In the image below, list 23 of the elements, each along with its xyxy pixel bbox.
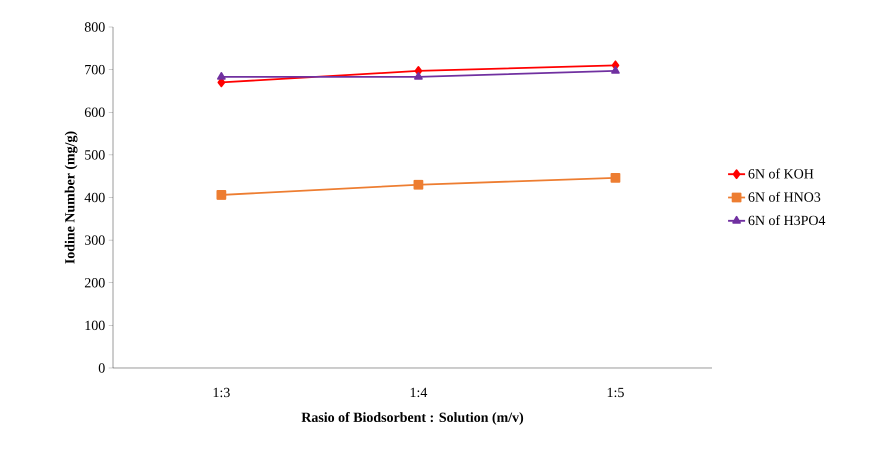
y-tick-label: 300 xyxy=(84,235,105,245)
y-tick-label: 500 xyxy=(85,150,105,160)
y-tick-label: 600 xyxy=(84,108,105,117)
point xyxy=(610,173,620,183)
point xyxy=(414,72,423,80)
point xyxy=(216,190,226,200)
x-tick-label: 1:5 xyxy=(608,388,624,398)
point xyxy=(414,180,424,190)
legend-label: 6N of HNO3 xyxy=(748,192,820,202)
y-axis-title: Iodine Number (mg/g) xyxy=(64,131,78,264)
x-tick-label: 1:3 xyxy=(214,388,230,398)
y-tick-label: 700 xyxy=(85,64,105,74)
legend-label: 6N of H3PO4 xyxy=(748,215,826,226)
y-tick-label: 400 xyxy=(84,192,105,202)
y-tick-label: 800 xyxy=(84,22,105,32)
y-tick-label: 0 xyxy=(98,363,105,373)
legend-label: 6N of KOH xyxy=(748,168,814,179)
point xyxy=(217,72,226,80)
y-tick-label: 200 xyxy=(84,278,105,288)
point xyxy=(611,66,620,74)
y-tick-label: 100 xyxy=(86,320,105,330)
x-axis-title: Rasio of Biodsorbent : Solution (m/v) xyxy=(302,412,524,425)
x-tick-label: 1:4 xyxy=(410,388,428,398)
